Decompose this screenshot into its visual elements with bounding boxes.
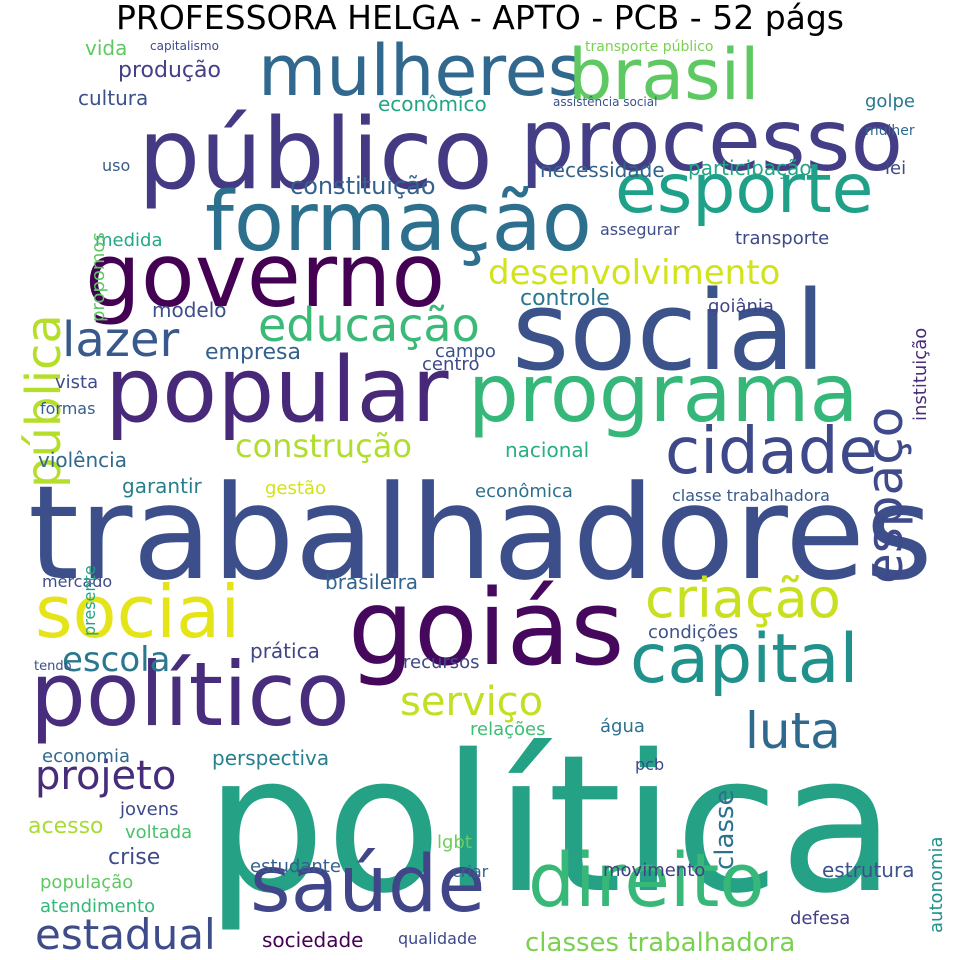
word-empresa: empresa xyxy=(205,340,301,365)
word-prática: prática xyxy=(250,639,320,663)
word-defesa: defesa xyxy=(790,908,851,929)
word-brasil: brasil xyxy=(568,36,760,116)
word-jovens: jovens xyxy=(120,799,179,820)
word-lei: lei xyxy=(885,158,907,179)
word-necessidade: necessidade xyxy=(540,158,665,182)
word-uso: uso xyxy=(102,156,131,175)
word-cidade: cidade xyxy=(665,415,878,489)
word-classe: classe xyxy=(710,789,740,870)
word-gestão: gestão xyxy=(265,478,326,499)
word-desenvolvimento: desenvolvimento xyxy=(488,253,781,293)
word-capital: capital xyxy=(630,620,859,699)
word-lgbt: lgbt xyxy=(437,832,472,853)
word-mulher: mulher xyxy=(865,123,915,139)
word-água: água xyxy=(600,716,645,737)
word-espaço: espaço xyxy=(856,406,914,584)
word-relações: relações xyxy=(470,719,546,740)
word-criação: criação xyxy=(645,567,841,630)
word-esporte: esporte xyxy=(615,150,874,229)
word-transporte-público: transporte público xyxy=(585,39,714,55)
word-campo: campo xyxy=(435,341,496,362)
word-participação: participação xyxy=(688,156,812,180)
word-vida: vida xyxy=(85,36,128,60)
page-title: PROFESSORA HELGA - APTO - PCB - 52 págs xyxy=(116,0,844,37)
word-trabalhadores: trabalhadores xyxy=(28,457,933,609)
word-medida: medida xyxy=(95,230,163,251)
word-presente: presente xyxy=(80,565,99,636)
word-mercado: mercado xyxy=(42,572,113,591)
word-brasileira: brasileira xyxy=(325,570,419,594)
word-acesso: acesso xyxy=(28,814,104,839)
word-escola: escola xyxy=(62,640,171,680)
word-governo: governo xyxy=(85,224,446,327)
word-assegurar: assegurar xyxy=(600,220,680,239)
word-social: social xyxy=(512,267,826,395)
word-modelo: modelo xyxy=(152,298,227,322)
word-cultura: cultura xyxy=(78,86,149,110)
word-mulheres: mulheres xyxy=(258,36,585,112)
word-garantir: garantir xyxy=(122,474,202,498)
word-atendimento: atendimento xyxy=(40,896,156,917)
word-programa: programa xyxy=(468,347,859,440)
word-saúde: saúde xyxy=(250,840,486,930)
word-estadual: estadual xyxy=(35,910,216,959)
word-violência: violência xyxy=(38,448,127,472)
word-formação: formação xyxy=(205,175,592,270)
word-voltada: voltada xyxy=(125,822,193,843)
word-transporte: transporte xyxy=(735,228,830,249)
word-centro: centro xyxy=(422,354,480,375)
word-criar: criar xyxy=(452,862,489,881)
word-golpe: golpe xyxy=(865,91,915,112)
word-goiânia: goiânia xyxy=(708,296,774,317)
word-condições: condições xyxy=(648,622,739,643)
word-estudante: estudante xyxy=(250,856,341,877)
word-sociai: sociai xyxy=(35,570,241,654)
word-instituição: instituição xyxy=(910,327,931,421)
word-lazer: lazer xyxy=(62,312,180,368)
word-luta: luta xyxy=(745,702,841,760)
word-assistência-social: assistência social xyxy=(553,95,658,109)
word-produção: produção xyxy=(118,58,221,83)
word-nacional: nacional xyxy=(505,438,590,462)
word-pcb: pcb xyxy=(635,755,665,774)
word-popular: popular xyxy=(105,338,449,443)
word-perspectiva: perspectiva xyxy=(212,746,330,770)
word-recursos: recursos xyxy=(403,652,480,673)
word-autonomia: autonomia xyxy=(926,836,947,934)
word-serviço: serviço xyxy=(400,679,544,725)
word-econômica: econômica xyxy=(475,481,573,502)
word-política: política xyxy=(205,714,896,935)
word-propomos: propomos xyxy=(88,232,109,323)
word-constituição: constituição xyxy=(290,172,436,200)
word-classes-trabalhadora: classes trabalhadora xyxy=(525,928,796,958)
word-direito: direito xyxy=(528,838,765,924)
word-estrutura: estrutura xyxy=(822,858,915,882)
word-população: população xyxy=(40,872,134,893)
word-classe-trabalhadora: classe trabalhadora xyxy=(672,486,830,505)
word-vista: vista xyxy=(55,372,99,393)
word-público: público xyxy=(138,98,493,212)
word-construção: construção xyxy=(235,427,412,465)
word-processo: processo xyxy=(520,91,904,191)
word-tendo: tendo xyxy=(34,659,72,674)
word-cloud: política trabalhadores público processo soci… xyxy=(0,36,960,960)
word-capitalismo: capitalismo xyxy=(150,39,219,53)
word-econômico: econômico xyxy=(378,92,487,116)
word-projeto: projeto xyxy=(35,753,177,799)
word-qualidade: qualidade xyxy=(398,929,477,948)
word-sociedade: sociedade xyxy=(262,928,364,952)
word-formas: formas xyxy=(40,399,96,418)
word-economia: economia xyxy=(42,746,130,767)
word-crise: crise xyxy=(108,845,161,870)
word-educação: educação xyxy=(258,298,480,352)
word-goiás: goiás xyxy=(348,567,625,689)
word-movimento: movimento xyxy=(603,860,706,881)
word-controle: controle xyxy=(520,286,610,311)
word-político: político xyxy=(30,643,350,746)
